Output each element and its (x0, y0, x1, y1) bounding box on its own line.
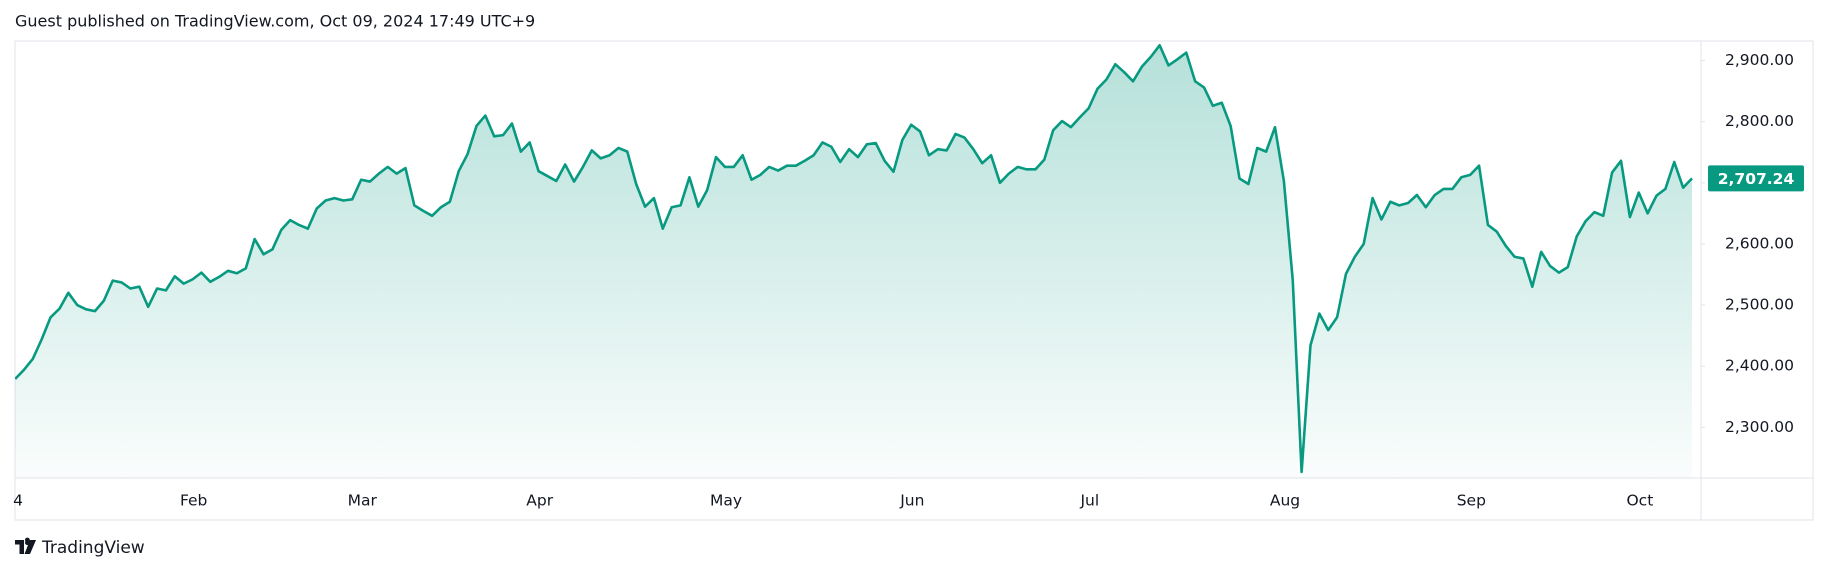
x-tick-label: Jun (899, 492, 924, 510)
footer-brand: TradingView (41, 538, 145, 558)
x-tick-label: Sep (1457, 492, 1486, 510)
header-text: Guest published on TradingView.com, Oct … (15, 12, 535, 31)
logo-icon (15, 537, 36, 554)
price-tag-label: 2,707.24 (1718, 170, 1795, 188)
y-tick-label: 2,800.00 (1725, 112, 1794, 130)
x-tick-label: Apr (526, 492, 553, 510)
x-tick-label: Jul (1079, 492, 1099, 510)
area-fill (15, 45, 1693, 478)
x-tick-label: Feb (180, 492, 207, 510)
y-tick-label: 2,400.00 (1725, 357, 1794, 375)
x-tick-label: 4 (13, 492, 23, 510)
y-tick-label: 2,500.00 (1725, 296, 1794, 314)
plot-area (15, 43, 1693, 478)
chart-frame (14, 40, 1814, 521)
x-tick-label: Aug (1270, 492, 1300, 510)
x-tick-label: Mar (348, 492, 378, 510)
y-tick-label: 2,300.00 (1725, 418, 1794, 436)
x-tick-label: Oct (1626, 492, 1653, 510)
price-line (15, 43, 1693, 474)
x-tick-label: May (710, 492, 742, 510)
y-tick-label: 2,600.00 (1725, 234, 1794, 252)
logo (15, 537, 36, 554)
y-tick-label: 2,900.00 (1725, 51, 1794, 69)
logo-dot (25, 540, 30, 546)
price-tag (1708, 165, 1804, 192)
